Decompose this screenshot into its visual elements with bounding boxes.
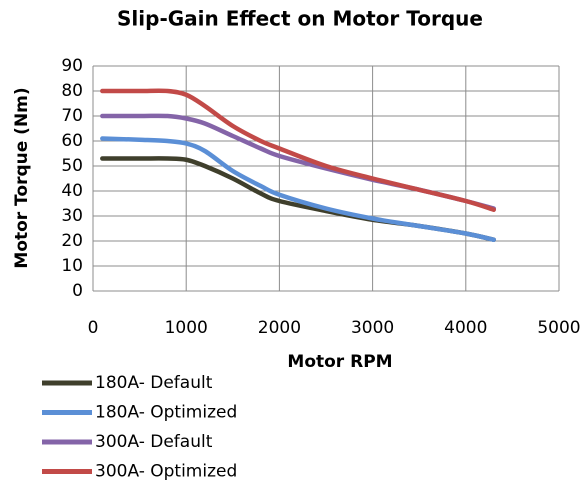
x-tick-label: 4000 bbox=[444, 318, 487, 338]
y-tick-label: 60 bbox=[61, 131, 83, 151]
y-tick-label: 20 bbox=[61, 231, 83, 251]
x-tick-label: 2000 bbox=[258, 318, 301, 338]
y-tick-label: 40 bbox=[61, 181, 83, 201]
x-tick-label: 3000 bbox=[351, 318, 394, 338]
y-tick-label: 70 bbox=[61, 106, 83, 126]
y-tick-label: 90 bbox=[61, 56, 83, 76]
y-tick-label: 50 bbox=[61, 156, 83, 176]
legend-label: 300A- Optimized bbox=[95, 462, 237, 482]
series-line bbox=[100, 136, 497, 242]
x-tick-label: 0 bbox=[88, 318, 99, 338]
y-tick-label: 80 bbox=[61, 81, 83, 101]
x-axis-label: Motor RPM bbox=[287, 352, 392, 372]
legend-label: 180A- Optimized bbox=[95, 403, 237, 423]
legend-label: 300A- Default bbox=[95, 432, 213, 452]
x-tick-label: 5000 bbox=[537, 318, 580, 338]
y-tick-label: 30 bbox=[61, 206, 83, 226]
chart-title: Slip-Gain Effect on Motor Torque bbox=[117, 7, 483, 31]
x-tick-label: 1000 bbox=[165, 318, 208, 338]
legend-label: 180A- Default bbox=[95, 373, 213, 393]
series-line bbox=[100, 88, 497, 212]
y-axis-label: Motor Torque (Nm) bbox=[12, 87, 32, 268]
y-tick-label: 0 bbox=[72, 281, 83, 301]
y-tick-label: 10 bbox=[61, 256, 83, 276]
